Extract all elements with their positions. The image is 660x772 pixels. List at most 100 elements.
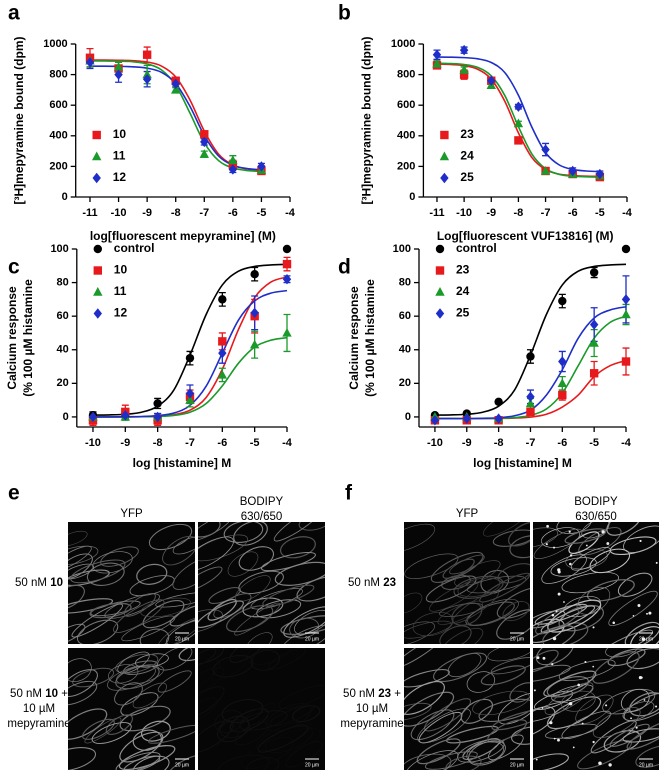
vesicle (557, 738, 560, 742)
cell-outline (534, 603, 588, 625)
cell-outline (141, 720, 171, 742)
vesicle (542, 656, 546, 660)
data-point (459, 70, 469, 79)
cell-outline (223, 522, 264, 544)
cell-outline (289, 617, 320, 639)
y-tick-label: 400 (49, 130, 67, 142)
cell-outline (227, 551, 259, 577)
cell-outline (635, 744, 659, 768)
data-point (526, 407, 535, 417)
cell-outline (451, 590, 499, 624)
cell-outline (472, 690, 530, 716)
data-point (200, 130, 209, 139)
data-point (621, 244, 631, 254)
cell-outline (466, 671, 496, 693)
data-point (432, 58, 442, 68)
y-tick-label: 40 (399, 344, 411, 356)
cell-outline (221, 698, 264, 724)
legend-marker (92, 130, 101, 140)
vesicle (533, 689, 536, 692)
data-point (459, 44, 469, 56)
micrograph (404, 648, 530, 770)
cell-outline (497, 563, 530, 584)
cell-outline (564, 528, 607, 545)
vesicle (584, 660, 587, 664)
x-tick-label: -5 (250, 437, 260, 449)
cell-outline (84, 717, 122, 744)
data-point (185, 353, 195, 363)
cell-outline (157, 648, 193, 671)
data-point (589, 268, 599, 277)
cell-outline (157, 617, 195, 644)
data-point (185, 395, 195, 404)
data-point (558, 296, 567, 306)
cell-outline (198, 609, 224, 633)
cell-outline (491, 709, 530, 731)
panel-letter: e (8, 482, 20, 505)
data-point (114, 69, 123, 80)
data-point (621, 357, 631, 366)
cell-outline (115, 653, 159, 674)
legend-marker (435, 266, 445, 275)
cell-outline (238, 546, 274, 571)
cell-outline (451, 602, 483, 626)
cell-outline (198, 600, 244, 628)
data-point (589, 369, 599, 378)
vesicle (546, 524, 549, 528)
row-label: 50 nM 23 (348, 577, 396, 589)
data-point (228, 164, 238, 175)
vesicle (541, 707, 544, 709)
scale-bar-label: 20 µm (305, 762, 319, 768)
legend-label: 11 (113, 149, 126, 163)
legend-label: 25 (456, 306, 470, 320)
cell-outline (219, 719, 251, 738)
cell-outline (86, 562, 125, 587)
cell-outline (605, 648, 640, 658)
panel-letter: c (8, 256, 20, 279)
x-tick-label: -5 (257, 207, 267, 219)
x-axis-label: Log[fluorescent VUF13816] (M) (437, 229, 614, 243)
legend-marker (93, 287, 103, 296)
cell-outline (439, 625, 472, 644)
vesicle (551, 663, 554, 666)
cell-outline (298, 522, 325, 531)
data-point (200, 136, 209, 148)
cell-outline (136, 563, 168, 585)
cell-outline (68, 623, 86, 644)
y-tick-label: 20 (399, 377, 411, 389)
row-label: 10 µM (23, 703, 55, 715)
micrograph (533, 522, 659, 644)
vesicle (569, 554, 573, 557)
data-point (526, 352, 535, 361)
data-point (153, 411, 162, 423)
cell-outline (433, 652, 488, 683)
cell-outline (273, 522, 325, 542)
row-label: 50 nM 10 + (10, 688, 68, 700)
cell-outline (211, 656, 247, 681)
cell-outline (404, 691, 455, 727)
panel-letter: d (338, 256, 351, 279)
vesicle (655, 561, 658, 564)
cell-outline (178, 648, 195, 662)
y-tick-label: 80 (399, 276, 411, 288)
row-label: 50 nM 10 (15, 577, 63, 589)
cell-outline (198, 566, 223, 593)
x-tick-label: -4 (621, 437, 632, 449)
cell-outline (108, 664, 139, 684)
data-point (217, 369, 228, 379)
cell-outline (140, 597, 191, 618)
cell-outline (68, 584, 85, 610)
vesicle (568, 701, 573, 706)
vesicle (608, 763, 612, 767)
data-point (487, 75, 496, 86)
cell-outline (544, 682, 594, 715)
cell-outline (234, 602, 281, 636)
vesicle (598, 761, 602, 765)
cell-outline (623, 691, 659, 722)
y-tick-label: 40 (57, 344, 69, 356)
cell-outline (250, 649, 281, 671)
cell-outline (104, 593, 160, 619)
x-tick-label: -8 (171, 207, 181, 219)
vesicle (639, 539, 642, 543)
cell-outline (121, 615, 176, 642)
